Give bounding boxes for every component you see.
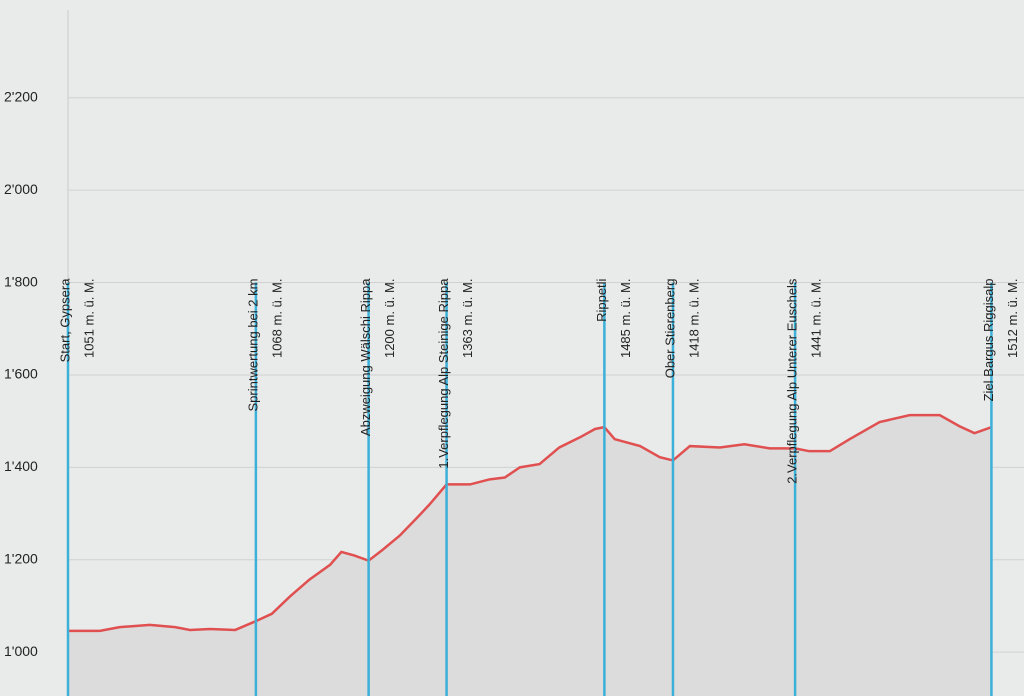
marker-elevation: 1363 m. ü. M. xyxy=(460,279,475,358)
y-tick-label: 1'600 xyxy=(4,366,38,382)
marker-name: Start, Gypsera xyxy=(57,278,72,363)
marker-elevation: 1068 m. ü. M. xyxy=(269,279,284,358)
marker-elevation: 1200 m. ü. M. xyxy=(382,279,397,358)
marker-elevation: 1512 m. ü. M. xyxy=(1005,279,1020,358)
marker-elevation: 1485 m. ü. M. xyxy=(618,279,633,358)
marker-elevation: 1418 m. ü. M. xyxy=(686,279,701,358)
y-tick-label: 2'000 xyxy=(4,181,38,197)
y-tick-label: 1'800 xyxy=(4,273,38,289)
marker-name: Abzweigung Wälschi Rippa xyxy=(358,278,373,436)
marker-name: Sprintwertung bei 2 km xyxy=(245,279,260,412)
y-tick-label: 1'400 xyxy=(4,458,38,474)
profile-line xyxy=(68,413,992,633)
marker-name: Ziel Bargus Riggisalp xyxy=(981,279,996,402)
y-tick-label: 1'200 xyxy=(4,550,38,566)
area-fill xyxy=(68,415,992,696)
y-tick-label: 1'000 xyxy=(4,643,38,659)
marker-name: 1.Verpflegung Alp Steinige Rippa xyxy=(436,278,451,469)
y-tick-label: 2'200 xyxy=(4,88,38,104)
marker-elevation: 1051 m. ü. M. xyxy=(81,279,96,358)
marker-elevation: 1441 m. ü. M. xyxy=(809,279,824,358)
marker-name: Ober Stierenberg xyxy=(662,279,677,379)
marker-name: Rippetli xyxy=(594,278,609,321)
marker-name: 2.Verpflegung Alp Unterer Euschels xyxy=(785,278,800,484)
